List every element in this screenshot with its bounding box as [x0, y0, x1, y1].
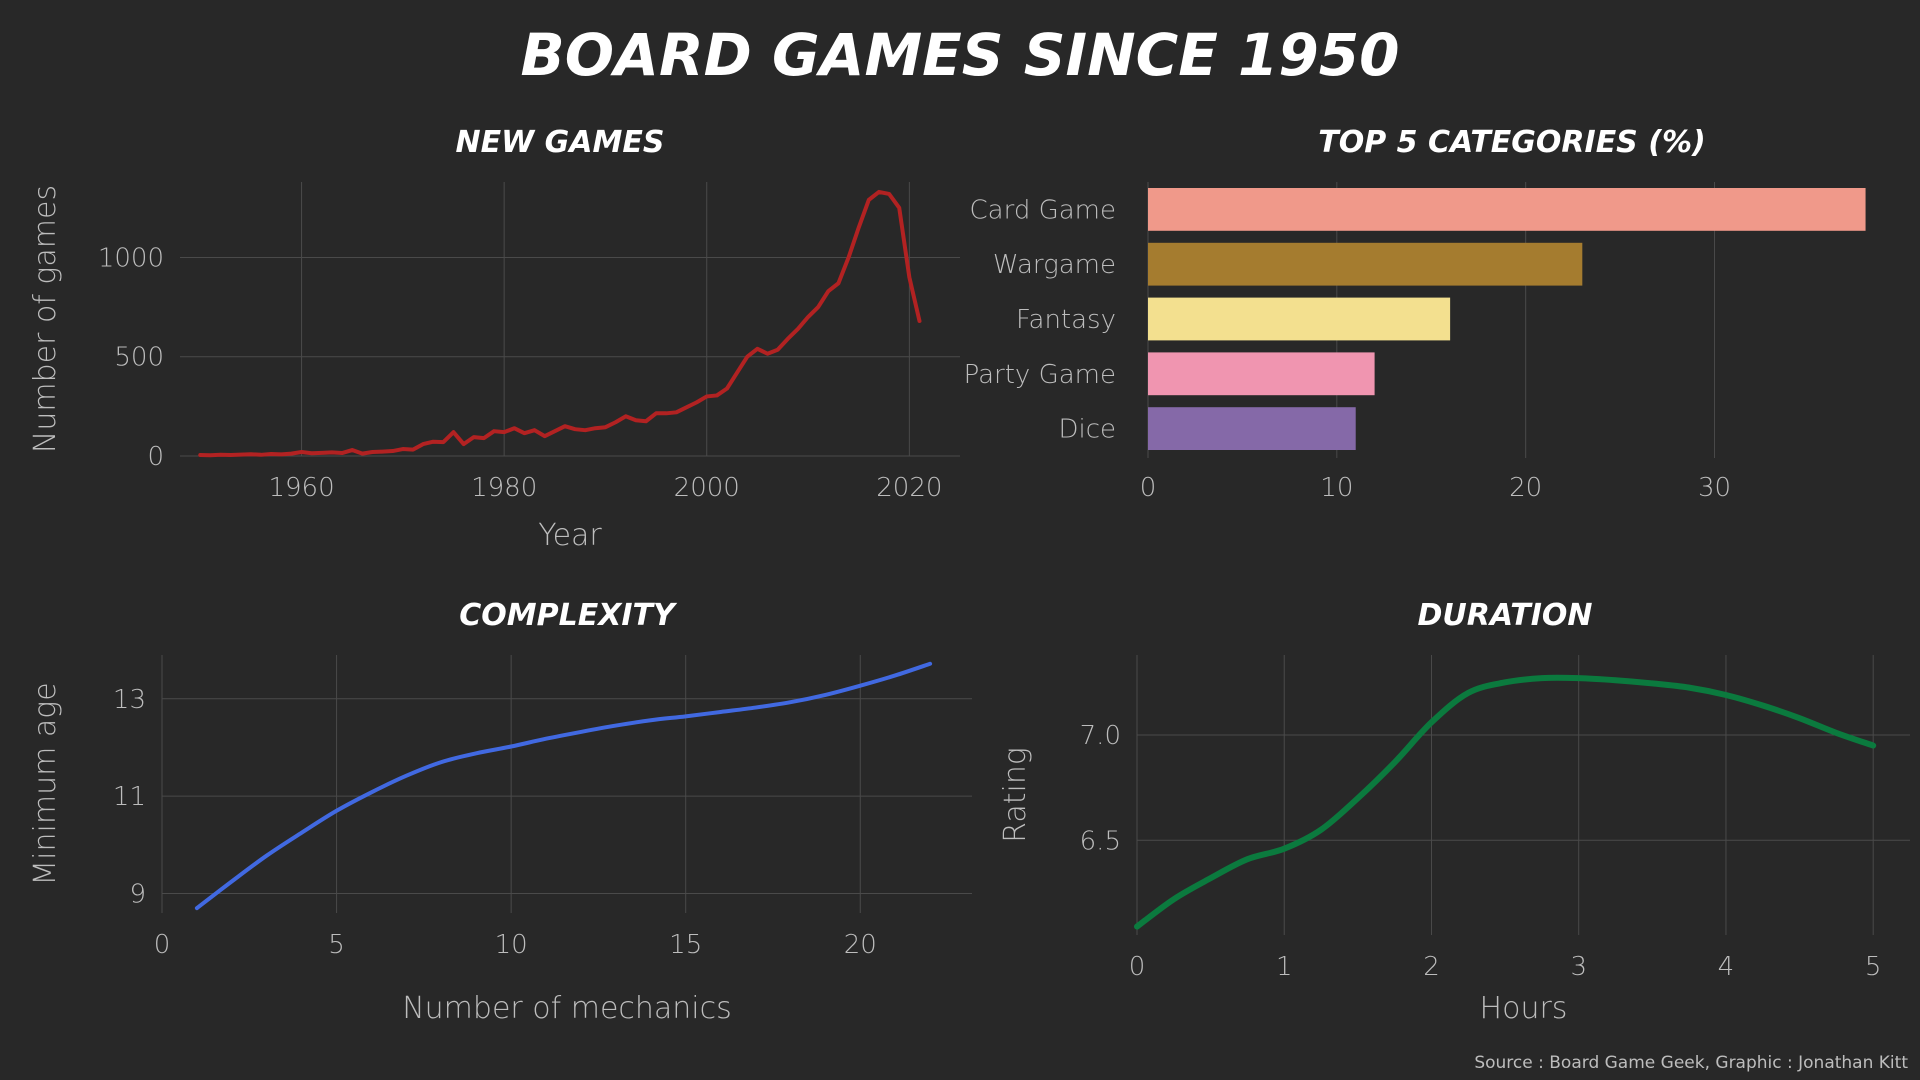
series-line: [198, 189, 922, 458]
main-title: BOARD GAMES SINCE 1950: [521, 21, 1400, 89]
y-axis-label: Number of games: [28, 185, 63, 453]
x-axis-label: Number of mechanics: [402, 991, 732, 1026]
x-tick-label: 0: [1129, 952, 1146, 982]
x-tick-label: 20: [844, 930, 877, 960]
source-caption: Source : Board Game Geek, Graphic : Jona…: [1474, 1053, 1908, 1073]
chart-title: DURATION: [1418, 598, 1593, 633]
x-tick-label: 0: [154, 930, 171, 960]
x-axis-label: Hours: [1480, 991, 1568, 1026]
x-tick-label: 5: [1865, 952, 1882, 982]
chart-title: TOP 5 CATEGORIES (%): [1318, 125, 1705, 160]
y-axis-label: Minimum age: [28, 682, 63, 885]
y-tick-label: 9: [129, 880, 146, 910]
x-tick-label: 20: [1509, 473, 1542, 503]
bar: [1148, 352, 1375, 396]
x-tick-label: 0: [1140, 473, 1157, 503]
category-label: Wargame: [993, 250, 1116, 280]
category-label: Fantasy: [1016, 305, 1116, 335]
y-tick-label: 500: [114, 343, 164, 373]
category-label: Dice: [1058, 415, 1116, 445]
x-tick-label: 1: [1276, 952, 1293, 982]
chart-title: NEW GAMES: [456, 125, 665, 160]
x-tick-label: 10: [1320, 473, 1353, 503]
x-tick-label: 15: [669, 930, 702, 960]
y-tick-label: 6.5: [1080, 826, 1121, 856]
bar: [1148, 407, 1356, 450]
x-tick-label: 1980: [471, 473, 537, 503]
x-tick-label: 1960: [268, 473, 334, 503]
series-line: [1134, 674, 1877, 930]
y-tick-label: 11: [113, 782, 146, 812]
x-tick-label: 2: [1423, 952, 1440, 982]
category-label: Party Game: [964, 360, 1116, 390]
y-tick-label: 7.0: [1080, 721, 1121, 751]
y-tick-label: 1000: [98, 243, 164, 273]
x-tick-label: 4: [1718, 952, 1735, 982]
x-tick-label: 30: [1698, 473, 1731, 503]
bar: [1148, 242, 1583, 286]
bar: [1148, 297, 1451, 341]
bar: [1148, 188, 1866, 231]
y-tick-label: 13: [113, 685, 146, 715]
x-tick-label: 2020: [876, 473, 942, 503]
x-tick-label: 2000: [674, 473, 740, 503]
y-tick-label: 0: [147, 442, 164, 472]
x-tick-label: 3: [1570, 952, 1587, 982]
category-label: Card Game: [970, 195, 1117, 225]
series-line: [194, 661, 933, 911]
x-tick-label: 5: [328, 930, 345, 960]
y-axis-label: Rating: [998, 747, 1033, 843]
chart-title: COMPLEXITY: [459, 598, 678, 633]
x-axis-label: Year: [538, 518, 602, 553]
x-tick-label: 10: [495, 930, 528, 960]
